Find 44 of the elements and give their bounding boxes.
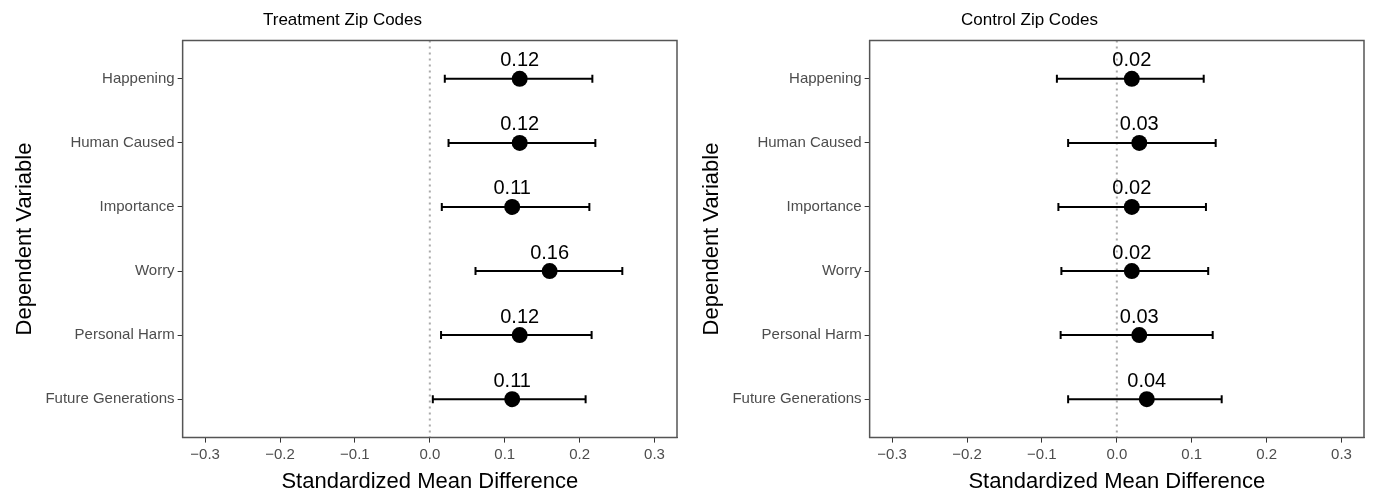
data-label: 0.02 xyxy=(1112,48,1152,71)
y-tick-label: Worry xyxy=(821,261,863,279)
data-label: 0.04 xyxy=(1127,368,1167,391)
data-label: 0.16 xyxy=(530,240,570,263)
data-label: 0.12 xyxy=(500,48,540,71)
x-axis-title: Standardized Mean Difference xyxy=(968,467,1266,493)
y-tick-label: Happening xyxy=(789,68,862,86)
x-tick-label: 0.0 xyxy=(419,444,441,462)
chart-title: Treatment Zip Codes xyxy=(262,9,423,29)
y-axis-title: Dependent Variable xyxy=(11,142,37,336)
x-tick-label: 0.2 xyxy=(569,444,591,462)
chart-title: Control Zip Codes xyxy=(960,9,1099,29)
y-tick-label: Future Generations xyxy=(732,389,862,407)
data-label: 0.03 xyxy=(1119,304,1159,327)
data-label: 0.03 xyxy=(1119,112,1159,135)
x-tick-label: −0.1 xyxy=(1027,444,1057,462)
x-tick-label: 0.0 xyxy=(1106,444,1128,462)
data-label: 0.11 xyxy=(493,368,531,391)
x-tick-label: −0.3 xyxy=(190,444,220,462)
x-tick-label: 0.1 xyxy=(1181,444,1203,462)
y-tick-label: Human Caused xyxy=(757,133,862,151)
x-tick-label: −0.2 xyxy=(265,444,295,462)
y-tick-label: Importance xyxy=(99,197,175,215)
y-tick-label: Worry xyxy=(134,261,176,279)
x-tick-label: −0.1 xyxy=(340,444,370,462)
x-tick-label: 0.2 xyxy=(1256,444,1278,462)
x-tick-label: −0.2 xyxy=(952,444,982,462)
x-tick-label: −0.3 xyxy=(877,444,907,462)
y-tick-label: Personal Harm xyxy=(761,325,862,343)
y-tick-label: Future Generations xyxy=(45,389,175,407)
x-tick-label: 0.3 xyxy=(1331,444,1352,462)
y-tick-label: Human Caused xyxy=(70,133,175,151)
y-axis-title: Dependent Variable xyxy=(698,142,724,336)
y-tick-label: Personal Harm xyxy=(74,325,175,343)
data-label: 0.11 xyxy=(493,176,531,199)
data-label: 0.02 xyxy=(1112,240,1152,263)
y-tick-label: Importance xyxy=(786,197,862,215)
data-label: 0.12 xyxy=(500,304,540,327)
data-label: 0.12 xyxy=(500,112,540,135)
x-tick-label: 0.1 xyxy=(494,444,516,462)
x-tick-label: 0.3 xyxy=(644,444,665,462)
x-axis-title: Standardized Mean Difference xyxy=(281,467,579,493)
y-tick-label: Happening xyxy=(102,68,175,86)
data-label: 0.02 xyxy=(1112,176,1152,199)
